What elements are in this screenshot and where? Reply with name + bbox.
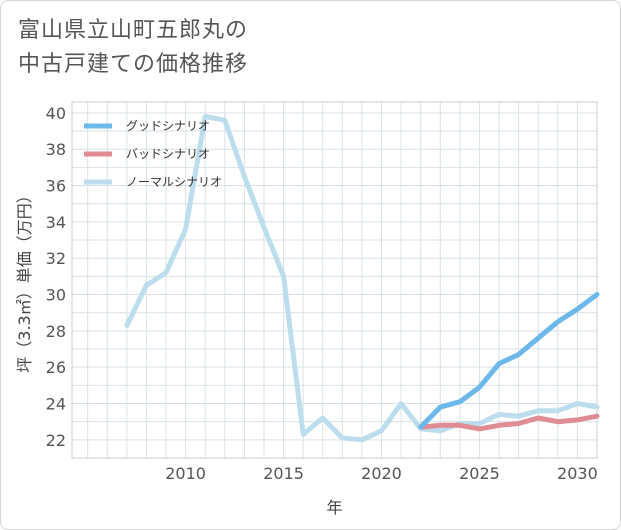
chart-title: 富山県立山町五郎丸の 中古戸建ての価格推移 (18, 14, 248, 82)
series-line-bad (418, 413, 600, 432)
y-tick-label: 24 (46, 395, 66, 414)
series-line-normal (124, 114, 600, 443)
x-axis-label: 年 (326, 498, 342, 517)
legend-item-label: バッドシナリオ (126, 147, 210, 161)
axis-ticks: 2010 2015 2020 2025 2030 22 24 26 28 30 32 34 36 38 40 (46, 104, 598, 483)
legend-item-label: ノーマルシナリオ (126, 175, 222, 189)
y-tick-label: 40 (46, 104, 66, 123)
x-tick-label: 2025 (459, 464, 500, 483)
title-line-1: 富山県立山町五郎丸の (18, 18, 249, 43)
y-tick-label: 22 (46, 431, 66, 450)
y-axis-label: 坪（3.3㎡）単価（万円） (15, 187, 34, 372)
series-line-good (418, 292, 600, 430)
y-tick-label: 28 (46, 322, 66, 341)
title-line-2: 中古戸建ての価格推移 (18, 52, 249, 77)
y-tick-label: 36 (46, 177, 66, 196)
x-tick-label: 2020 (361, 464, 402, 483)
y-tick-label: 30 (46, 286, 66, 305)
y-tick-label: 38 (46, 140, 66, 159)
x-tick-label: 2015 (263, 464, 304, 483)
legend-item-label: グッドシナリオ (126, 119, 210, 133)
y-tick-label: 32 (46, 249, 66, 268)
series-lines (124, 114, 600, 443)
plot-area (71, 101, 598, 459)
y-tick-label: 34 (46, 213, 66, 232)
y-tick-label: 26 (46, 358, 66, 377)
x-tick-label: 2010 (165, 464, 206, 483)
x-tick-label: 2030 (557, 464, 598, 483)
